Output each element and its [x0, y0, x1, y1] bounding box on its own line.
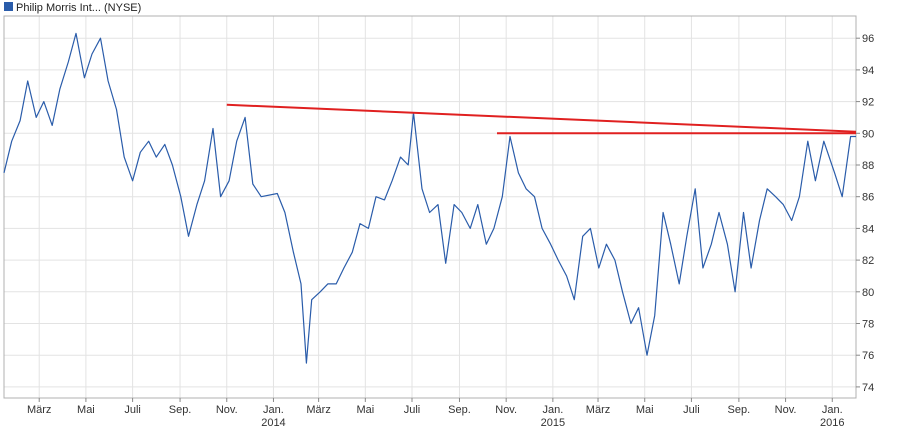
plot-frame: [3, 15, 857, 399]
y-tick-label: 78: [862, 319, 874, 331]
y-tick-label: 86: [862, 192, 874, 204]
x-tick-label: März: [306, 404, 330, 416]
x-tick-label: Mai: [636, 404, 654, 416]
y-tick-label: 80: [862, 287, 874, 299]
x-tick-label: März: [586, 404, 610, 416]
y-tick-label: 84: [862, 223, 874, 235]
y-axis: 74 76 78 80 82 84 86 88 90 92 94 96: [856, 33, 874, 394]
legend-swatch: [4, 2, 13, 11]
x-tick-label: Sep.: [728, 404, 751, 416]
price-line: [3, 32, 856, 364]
y-tick-label: 96: [862, 33, 874, 45]
y-tick-label: 76: [862, 350, 874, 362]
x-tick-label: Mai: [356, 404, 374, 416]
trendline-layer: [226, 103, 857, 135]
y-tick-label: 82: [862, 255, 874, 267]
x-tick-label: Jan.: [822, 404, 843, 416]
trend-line: [226, 103, 857, 133]
x-year-label: 2016: [820, 417, 844, 429]
x-tick-label: Jan.: [263, 404, 284, 416]
grid: [4, 16, 856, 398]
y-tick-label: 74: [862, 382, 874, 394]
x-year-label: 2014: [261, 417, 285, 429]
x-year-label: 2015: [541, 417, 565, 429]
x-tick-label: Juli: [124, 404, 141, 416]
x-tick-label: Juli: [683, 404, 700, 416]
x-tick-label: Nov.: [216, 404, 238, 416]
x-axis: März Mai Juli Sep. Nov. Jan. März Mai Juli Sep. No…: [27, 398, 845, 429]
series-layer: [3, 32, 856, 364]
y-tick-label: 90: [862, 128, 874, 140]
y-tick-label: 88: [862, 160, 874, 172]
y-tick-label: 92: [862, 97, 874, 109]
x-tick-label: Jan.: [542, 404, 563, 416]
plot-border: [3, 15, 857, 399]
x-tick-label: Juli: [404, 404, 421, 416]
x-tick-label: März: [27, 404, 51, 416]
legend-label: Philip Morris Int... (NYSE): [16, 2, 141, 14]
x-tick-label: Sep.: [448, 404, 471, 416]
y-tick-label: 94: [862, 65, 874, 77]
x-tick-label: Sep.: [169, 404, 192, 416]
x-tick-label: Mai: [77, 404, 95, 416]
x-tick-label: Nov.: [775, 404, 797, 416]
x-tick-label: Nov.: [495, 404, 517, 416]
legend: Philip Morris Int... (NYSE): [4, 2, 141, 14]
